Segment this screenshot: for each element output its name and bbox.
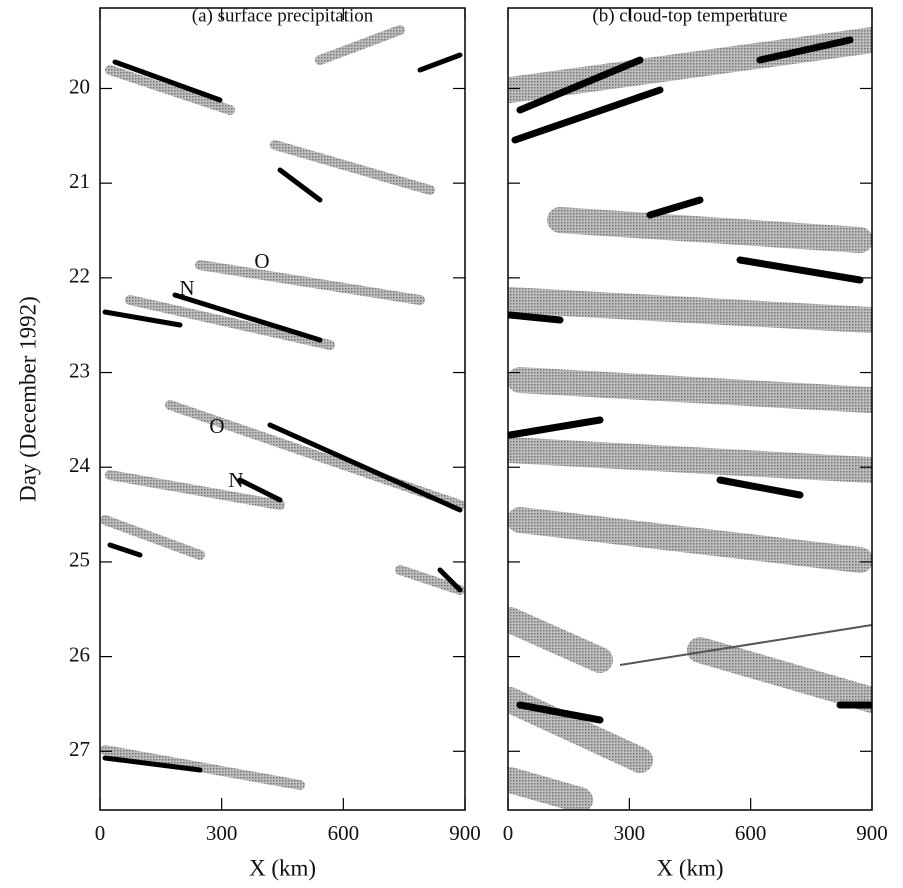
x-tick-label: 0 (95, 821, 106, 845)
plot-frame (99, 7, 466, 811)
plot-frame (507, 7, 873, 811)
x-axis-label: X (km) (249, 855, 316, 880)
y-axis-label: Day (December 1992) (15, 296, 40, 502)
y-tick-label: 25 (69, 548, 90, 572)
annotation: O (254, 249, 269, 273)
annotation: N (228, 468, 243, 492)
annotation: O (209, 414, 224, 438)
y-tick-label: 24 (69, 453, 91, 477)
annotation: N (179, 276, 194, 300)
y-tick-label: 21 (69, 169, 90, 193)
x-tick-label: 900 (856, 821, 888, 845)
y-tick-label: 20 (69, 74, 90, 98)
y-tick-label: 27 (69, 737, 90, 761)
y-tick-label: 26 (69, 642, 90, 666)
x-tick-label: 300 (614, 821, 646, 845)
x-tick-label: 600 (735, 821, 767, 845)
panel-title: (b) cloud-top temperature (592, 5, 787, 26)
x-tick-label: 300 (206, 821, 238, 845)
x-tick-label: 900 (449, 821, 481, 845)
y-tick-label: 23 (69, 358, 90, 382)
precipitation-texture (100, 25, 465, 790)
y-tick-label: 22 (69, 264, 90, 288)
cloud-texture (508, 27, 872, 810)
panel-title: (a) surface precipitation (192, 5, 374, 26)
x-axis-label: X (km) (656, 855, 723, 880)
x-tick-label: 600 (328, 821, 360, 845)
x-tick-label: 0 (503, 821, 514, 845)
